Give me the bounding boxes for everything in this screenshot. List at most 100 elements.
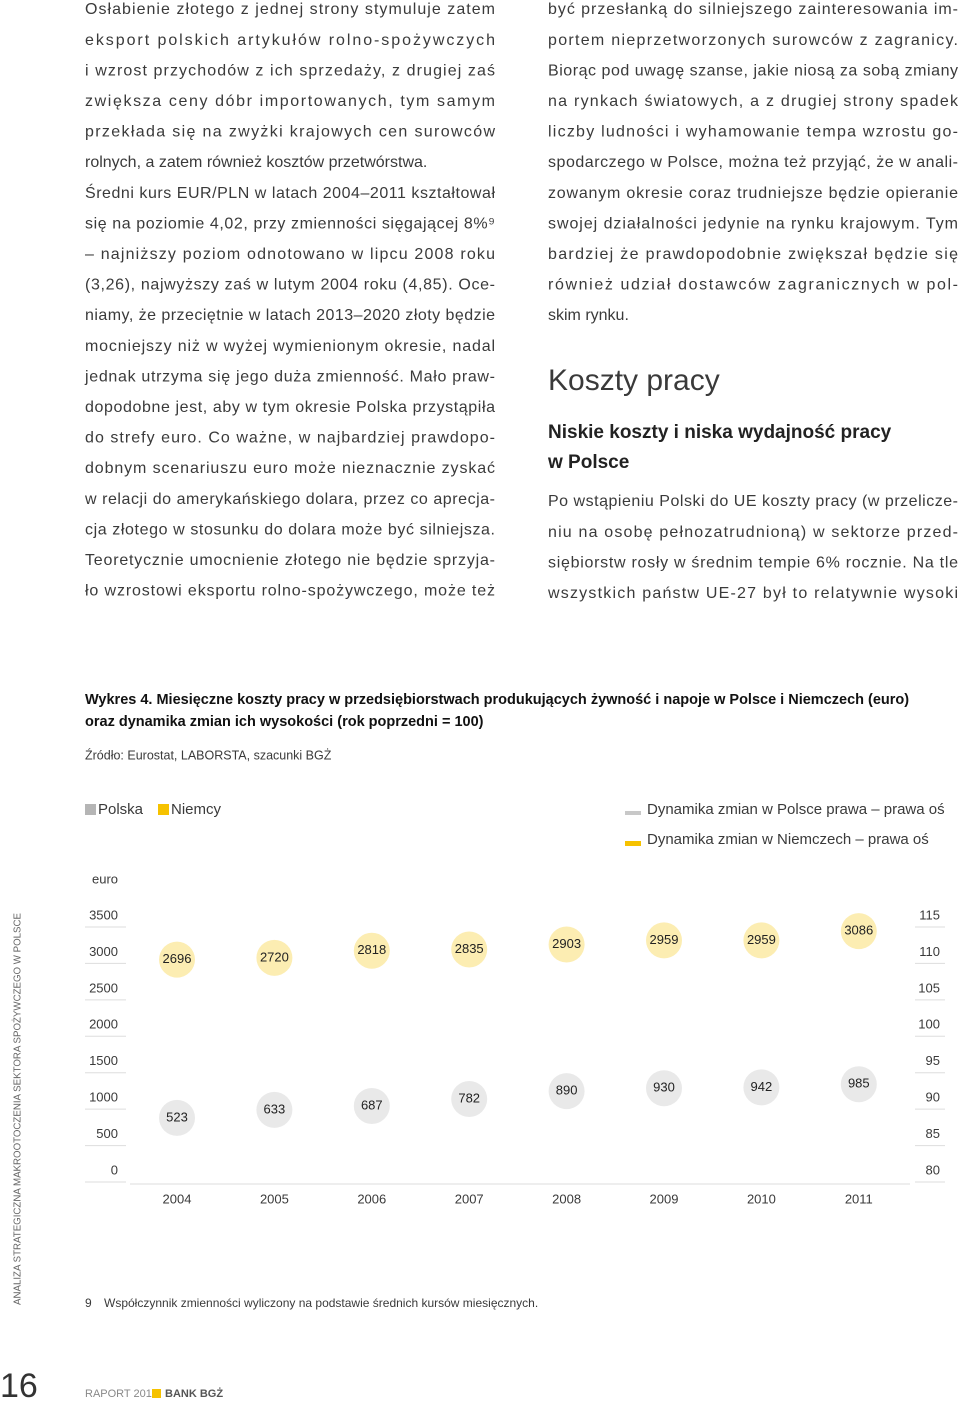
text-line: ło wzrostowi eksportu rolno-spożywczego,…	[85, 583, 495, 600]
text-line: i wzrost przychodów z ich sprzedaży, z d…	[85, 62, 495, 79]
y2-tick-label: 80	[926, 1162, 940, 1177]
text-line: być przesłanką do silniejszego zainteres…	[548, 1, 958, 18]
y2-tick-label: 95	[926, 1053, 940, 1068]
value-marker	[840, 1066, 877, 1103]
y2-tick-label: 90	[926, 1090, 940, 1105]
text-line: siębiorstw rosły w średnim tempie 6% roc…	[548, 554, 958, 571]
data-label: 930	[653, 1080, 675, 1095]
x-tick-label: 2005	[260, 1191, 289, 1206]
value-marker	[159, 1099, 195, 1136]
y-axis-label: euro	[92, 871, 118, 886]
legend-label: Dynamika zmian w Niemczech – prawa oś	[647, 831, 929, 848]
value-marker	[451, 1081, 488, 1118]
y2-tick-label: 115	[919, 907, 940, 922]
text-line: dobnym scenariuszu euro może nieznacznie…	[85, 460, 495, 477]
y-tick-label: 500	[96, 1126, 118, 1141]
y2-tick-label: 110	[919, 944, 940, 959]
text-line: portem nieprzetworzonych surowców z zagr…	[548, 32, 958, 49]
data-label: 687	[361, 1097, 383, 1112]
y-tick-label: 2000	[89, 1017, 118, 1032]
text-line: do strefy euro. Co ważne, w najbardziej …	[85, 430, 495, 447]
legend-label: Polska	[98, 801, 144, 818]
data-label: 782	[458, 1090, 480, 1105]
x-tick-label: 2009	[650, 1191, 679, 1206]
x-tick-label: 2006	[357, 1191, 386, 1206]
text-line: jednak utrzyma się jego duża zmienność. …	[84, 368, 495, 385]
text-line: się na poziomie 4,02, przy zmienności si…	[85, 215, 495, 232]
footer-brand: BANK BGŻ	[165, 1387, 223, 1400]
chart-source: Źródło: Eurostat, LABORSTA, szacunki BGŻ	[85, 747, 332, 762]
text-line: Teoretycznie umocnienie złotego nie będz…	[85, 552, 495, 569]
x-tick-label: 2004	[163, 1191, 192, 1206]
x-tick-label: 2010	[747, 1191, 776, 1206]
y-tick-label: 0	[111, 1162, 118, 1177]
section-subtitle: Niskie koszty i niska wydajność pracy	[548, 422, 892, 443]
legend-swatch	[625, 811, 641, 815]
y2-tick-label: 100	[918, 1017, 940, 1032]
text-line: rolnych, a zatem również kosztów przetwó…	[85, 154, 427, 171]
text-line: Po wstąpieniu Polski do UE koszty pracy …	[548, 493, 958, 510]
text-line: Osłabienie złotego z jednej strony stymu…	[85, 1, 495, 18]
data-label: 2959	[747, 932, 776, 947]
text-line: zowanym okresie coraz trudniejsze będzie…	[548, 185, 958, 202]
y-tick-label: 3000	[89, 944, 118, 959]
y-tick-label: 2500	[89, 980, 118, 995]
text-line: niu na osobę pełnozatrudnioną) w sektorz…	[548, 524, 958, 541]
text-line: skim rynku.	[548, 307, 629, 324]
data-label: 2835	[455, 941, 484, 956]
value-marker	[743, 922, 780, 959]
page-number: 16	[0, 1367, 38, 1404]
legend-swatch	[85, 804, 96, 815]
value-marker	[548, 926, 585, 963]
section-title: Koszty pracy	[548, 364, 720, 397]
data-label: 2696	[163, 951, 192, 966]
data-label: 942	[751, 1079, 773, 1094]
value-marker	[548, 1073, 585, 1110]
data-label: 2959	[650, 932, 679, 947]
legend-label: Dynamika zmian w Polsce prawa – prawa oś	[647, 801, 945, 818]
y-tick-label: 1500	[89, 1053, 118, 1068]
text-line: – najniższy poziom odnotowano w lipcu 20…	[85, 246, 495, 263]
chart-title: oraz dynamika zmian ich wysokości (rok p…	[85, 714, 484, 730]
text-line: eksport polskich artykułów rolno-spożywc…	[85, 32, 495, 49]
data-label: 633	[264, 1101, 286, 1116]
y2-tick-label: 105	[918, 980, 940, 995]
value-marker	[353, 932, 390, 969]
x-tick-label: 2008	[552, 1191, 581, 1206]
text-line: na rynkach światowych, a z drugiej stron…	[548, 93, 959, 110]
value-marker	[840, 913, 877, 950]
text-line: niamy, że przeciętnie w latach 2013–2020…	[85, 307, 495, 324]
section-subtitle: w Polsce	[547, 452, 629, 473]
text-line: przekłada się na zwyżki krajowych cen su…	[85, 124, 495, 141]
y-tick-label: 1000	[89, 1090, 118, 1105]
value-marker	[646, 1070, 682, 1107]
data-label: 2818	[357, 942, 386, 957]
data-label: 3086	[844, 923, 873, 938]
sidebar-text: ANALIZA STRATEGICZNA MAKROOTOCZENIA SEKT…	[11, 913, 24, 1305]
x-tick-label: 2007	[455, 1191, 484, 1206]
footer-square	[152, 1389, 161, 1398]
footnote-text: Współczynnik zmienności wyliczony na pod…	[104, 1296, 538, 1310]
data-label: 890	[556, 1083, 578, 1098]
text-line: (3,26), najwyższy zaś w lutym 2004 roku …	[85, 277, 495, 294]
y-tick-label: 3500	[89, 907, 118, 922]
data-label: 2720	[260, 949, 289, 964]
legend-label: Niemcy	[171, 801, 222, 818]
value-marker	[256, 939, 293, 976]
value-marker	[353, 1087, 390, 1124]
footnote-number: 9	[85, 1296, 92, 1310]
text-line: bardziej że prawdopodobnie zwiększał będ…	[548, 246, 958, 263]
value-marker	[159, 941, 195, 978]
text-line: również udział dostawców zagranicznych w…	[548, 277, 958, 294]
text-line: dopodobne jest, aby w tym okresie Polska…	[85, 399, 495, 416]
value-marker	[646, 922, 682, 959]
data-label: 523	[166, 1109, 188, 1124]
data-label: 985	[848, 1076, 870, 1091]
chart-title: Wykres 4. Miesięczne koszty pracy w prze…	[85, 692, 909, 708]
text-line: wszystkich państw UE-27 był to relatywni…	[547, 585, 958, 602]
text-line: w relacji do amerykańskiego dolara, prze…	[84, 491, 495, 508]
legend-swatch	[158, 804, 169, 815]
legend-swatch	[625, 841, 641, 846]
